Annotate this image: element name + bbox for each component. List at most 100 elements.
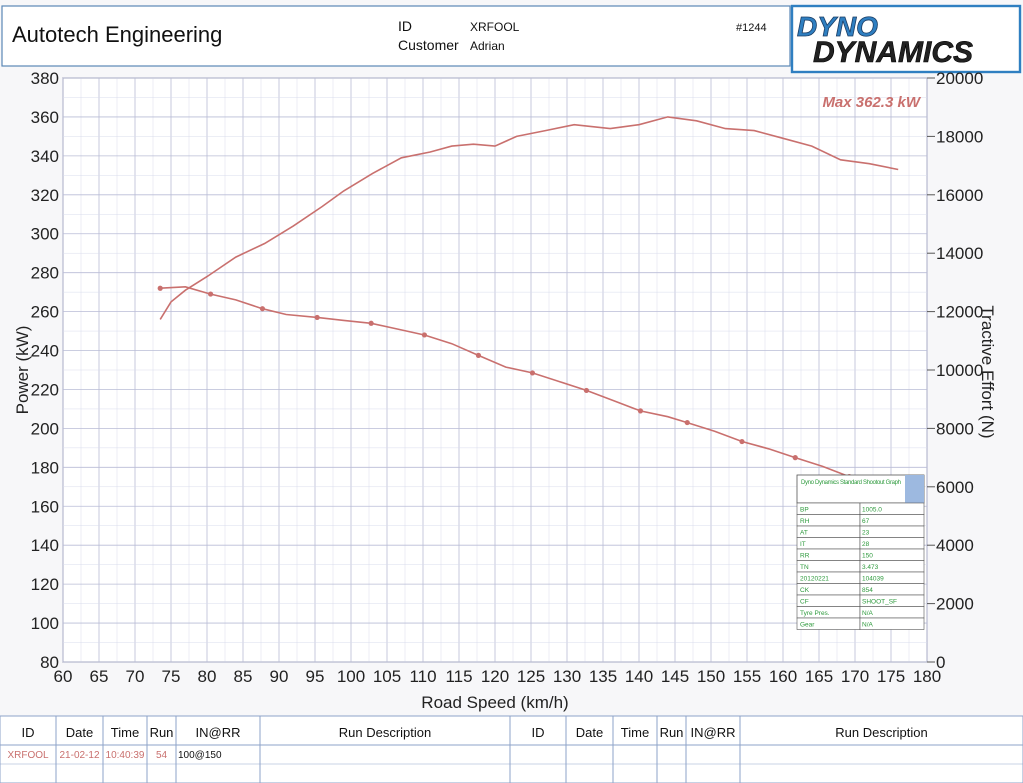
y2-tick-label: 4000 — [936, 536, 974, 555]
x-tick-label: 70 — [126, 667, 145, 686]
x-tick-label: 150 — [697, 667, 725, 686]
tractive-effort-point — [739, 438, 745, 445]
id-value: XRFOOL — [470, 20, 520, 34]
info-key: RR — [800, 553, 810, 560]
x-tick-label: 130 — [553, 667, 581, 686]
run-table-header: Run Description — [339, 725, 432, 740]
x-tick-label: 100 — [337, 667, 365, 686]
x-tick-label: 180 — [913, 667, 941, 686]
y-tick-label: 320 — [31, 186, 59, 205]
info-value: 150 — [862, 553, 873, 560]
run-number: #1244 — [736, 22, 767, 34]
run-table-header: Date — [576, 725, 603, 740]
run-table-header: ID — [532, 725, 545, 740]
company-name: Autotech Engineering — [12, 22, 222, 47]
y-tick-labels: 80 100 120 140 160 180 200 220 240 260 280 300 320 34… — [31, 69, 59, 672]
info-value: 67 — [862, 518, 870, 525]
y2-tick-label: 10000 — [936, 361, 983, 380]
info-value: 854 — [862, 587, 873, 594]
x-tick-label: 120 — [481, 667, 509, 686]
max-power-annotation: Max 362.3 kW — [822, 94, 921, 111]
run-table-header: Run Description — [835, 725, 928, 740]
info-key: TN — [800, 564, 809, 571]
logo-line1: DYNO — [797, 11, 878, 42]
run-table-header: Run — [660, 725, 684, 740]
grid — [62, 77, 928, 663]
info-key: AT — [800, 530, 808, 537]
x-tick-label: 170 — [841, 667, 869, 686]
run-table-header: Run — [150, 725, 174, 740]
y-tick-label: 260 — [31, 303, 59, 322]
header: Autotech Engineering ID XRFOOL Customer … — [1, 5, 791, 67]
customer-value: Adrian — [470, 39, 505, 53]
tractive-effort-point — [368, 320, 374, 326]
run-table-cell: 21-02-12 — [59, 750, 99, 761]
tractive-effort-point — [684, 419, 690, 426]
y-tick-label: 80 — [40, 653, 59, 672]
run-table-cell: 100@150 — [178, 750, 222, 761]
y2-tick-label: 2000 — [936, 595, 974, 614]
info-key: Tyre Pres. — [800, 610, 830, 617]
tractive-effort-point — [314, 314, 320, 321]
y-tick-label: 220 — [31, 380, 59, 399]
run-table-cell: 54 — [156, 750, 168, 761]
y-tick-label: 180 — [31, 458, 59, 477]
info-value: 3.473 — [862, 564, 879, 571]
x-tick-label: 85 — [234, 667, 253, 686]
run-table: ID Date Time Run IN@RR Run Description ID Date T… — [0, 715, 1023, 783]
x-tick-label: 115 — [445, 667, 472, 686]
info-key: Gear — [800, 622, 815, 629]
info-value: 23 — [862, 530, 870, 537]
info-cell — [859, 514, 925, 527]
x-tick-label: 65 — [90, 667, 109, 686]
info-value: 28 — [862, 541, 870, 548]
y2-axis-title: Tractive Effort (N) — [978, 305, 997, 438]
y-tick-label: 140 — [31, 536, 59, 555]
x-tick-label: 145 — [661, 667, 689, 686]
y2-tick-label: 12000 — [936, 303, 983, 322]
logo-line2: DYNAMICS — [813, 36, 973, 69]
y-tick-label: 340 — [31, 147, 59, 166]
info-value: SHOOT_SF — [862, 599, 897, 606]
x-tick-label: 80 — [198, 667, 217, 686]
x-tick-label: 75 — [162, 667, 181, 686]
x-tick-label: 165 — [805, 667, 833, 686]
x-tick-label: 105 — [373, 667, 401, 686]
info-value: N/A — [862, 622, 874, 629]
x-tick-labels: 60 65 70 75 80 85 90 95 100 105 110 115 120 125 130 135… — [54, 667, 942, 686]
y-tick-label: 200 — [31, 419, 59, 438]
info-key: RH — [800, 518, 810, 525]
y2-tick-label: 8000 — [936, 419, 974, 438]
info-table-title: Dyno Dynamics Standard Shootout Graph — [801, 480, 901, 486]
tractive-effort-point — [157, 285, 163, 291]
y-tick-label: 160 — [31, 497, 59, 516]
tractive-effort-point — [259, 306, 266, 312]
y-tick-label: 360 — [31, 108, 59, 127]
y-axis-title: Power (kW) — [13, 326, 32, 415]
y2-tick-labels: 0 2000 4000 6000 8000 10000 12000 14000 16000 180… — [927, 69, 983, 672]
run-table-cell: 10:40:39 — [106, 750, 145, 761]
y-tick-label: 380 — [31, 69, 59, 88]
info-key: CF — [800, 599, 809, 606]
y-tick-label: 240 — [31, 342, 59, 361]
y-tick-label: 120 — [31, 575, 59, 594]
x-tick-label: 135 — [589, 667, 617, 686]
x-tick-label: 155 — [733, 667, 761, 686]
run-table-header: ID — [22, 725, 35, 740]
x-tick-label: 90 — [270, 667, 289, 686]
info-cell — [796, 537, 861, 550]
x-tick-label: 140 — [625, 667, 653, 686]
info-key: BP — [800, 507, 809, 514]
info-cell — [859, 617, 925, 630]
run-table-header: Time — [621, 725, 649, 740]
x-tick-label: 60 — [54, 667, 73, 686]
x-tick-label: 110 — [409, 667, 436, 686]
run-table-header: Date — [66, 725, 93, 740]
x-axis-title: Road Speed (km/h) — [421, 693, 568, 712]
info-value: 104039 — [862, 576, 884, 583]
run-table-header: Time — [111, 725, 139, 740]
run-table-cell: XRFOOL — [7, 750, 49, 761]
y-tick-label: 280 — [31, 264, 59, 283]
power-line — [159, 116, 899, 320]
y-tick-label: 300 — [31, 225, 59, 244]
